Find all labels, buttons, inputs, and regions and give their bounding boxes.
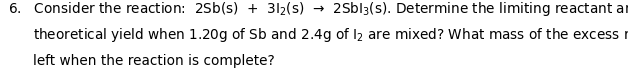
- Text: 6.   Consider the reaction:  2Sb(s)  +  3I$_2$(s)  →  2SbI$_3$(s). Determine the: 6. Consider the reaction: 2Sb(s) + 3I$_2…: [8, 0, 628, 18]
- Text: left when the reaction is complete?: left when the reaction is complete?: [33, 54, 274, 68]
- Text: theoretical yield when 1.20g of Sb and 2.4g of I$_2$ are mixed? What mass of the: theoretical yield when 1.20g of Sb and 2…: [33, 26, 628, 44]
